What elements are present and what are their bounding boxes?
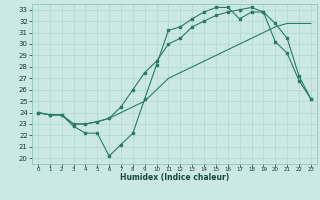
X-axis label: Humidex (Indice chaleur): Humidex (Indice chaleur) — [120, 173, 229, 182]
